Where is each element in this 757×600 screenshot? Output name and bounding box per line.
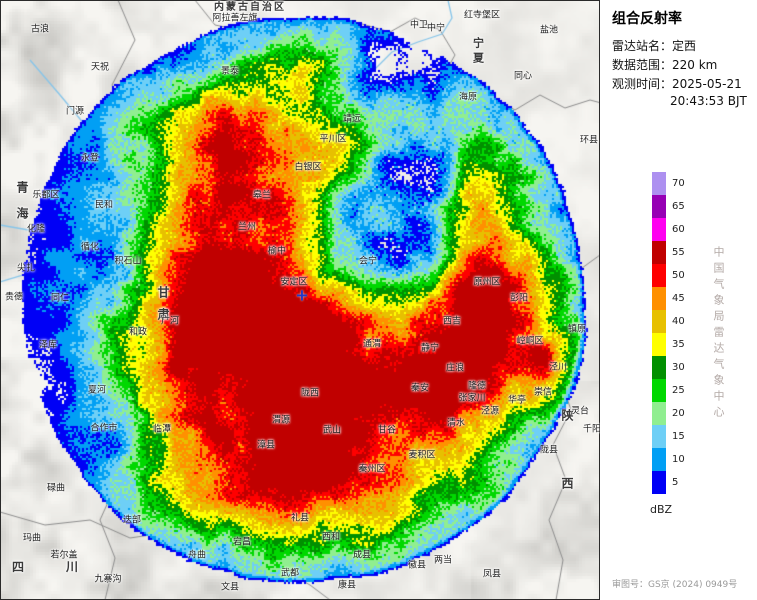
legend-value: 70 bbox=[672, 178, 685, 189]
legend-value: 55 bbox=[672, 247, 685, 258]
legend-value: 25 bbox=[672, 385, 685, 396]
map-approval-number: 审图号：GS京 (2024) 0949号 bbox=[612, 580, 738, 590]
legend-row: 55 bbox=[652, 241, 685, 264]
legend-value: 60 bbox=[672, 224, 685, 235]
legend-row: 60 bbox=[652, 218, 685, 241]
legend-row: 25 bbox=[652, 379, 685, 402]
legend-swatch bbox=[652, 448, 666, 471]
legend-value: 5 bbox=[672, 477, 679, 488]
legend-swatch bbox=[652, 402, 666, 425]
legend-value: 50 bbox=[672, 270, 685, 281]
data-range-label: 数据范围：220 km bbox=[612, 58, 718, 72]
legend-swatch bbox=[652, 356, 666, 379]
legend-swatch bbox=[652, 471, 666, 494]
product-title: 组合反射率 bbox=[612, 11, 682, 27]
legend-row: 15 bbox=[652, 425, 685, 448]
legend-row: 40 bbox=[652, 310, 685, 333]
legend-row: 30 bbox=[652, 356, 685, 379]
legend-value: 10 bbox=[672, 454, 685, 465]
obs-time-label: 观测时间：2025-05-21 bbox=[612, 77, 742, 91]
legend-swatch bbox=[652, 172, 666, 195]
legend-unit-label: dBZ bbox=[650, 503, 673, 516]
legend-value: 40 bbox=[672, 316, 685, 327]
legend-row: 5 bbox=[652, 471, 685, 494]
legend-value: 65 bbox=[672, 201, 685, 212]
legend-row: 20 bbox=[652, 402, 685, 425]
info-panel: 组合反射率 雷达站名：定西 数据范围：220 km 观测时间：2025-05-2… bbox=[600, 0, 757, 600]
legend-row: 35 bbox=[652, 333, 685, 356]
legend-row: 65 bbox=[652, 195, 685, 218]
radar-basemap-canvas bbox=[0, 0, 600, 600]
legend-row: 45 bbox=[652, 287, 685, 310]
radar-map: 内蒙古自治区 宁夏 青海 甘肃 陕西 四川 阿拉善左旗 古浪 天祝 景泰 中卫 中宁 红寺堡区 盐池 同心海… bbox=[0, 0, 601, 600]
legend-swatch bbox=[652, 287, 666, 310]
agency-watermark: 中国气象局雷达气象中心 bbox=[712, 246, 725, 422]
legend-swatch bbox=[652, 310, 666, 333]
legend-value: 30 bbox=[672, 362, 685, 373]
legend-swatch bbox=[652, 241, 666, 264]
legend-swatch bbox=[652, 195, 666, 218]
legend-value: 15 bbox=[672, 431, 685, 442]
legend-row: 70 bbox=[652, 172, 685, 195]
legend-row: 10 bbox=[652, 448, 685, 471]
legend-value: 20 bbox=[672, 408, 685, 419]
legend-swatch bbox=[652, 379, 666, 402]
legend-swatch bbox=[652, 425, 666, 448]
station-name-label: 雷达站名：定西 bbox=[612, 39, 697, 53]
dbz-color-legend: 70 65 60 55 50 45 40 35 30 25 20 15 10 5 bbox=[652, 172, 685, 494]
legend-swatch bbox=[652, 218, 666, 241]
legend-swatch bbox=[652, 264, 666, 287]
obs-time-value: 20:43:53 BJT bbox=[670, 94, 747, 108]
legend-value: 35 bbox=[672, 339, 685, 350]
legend-row: 50 bbox=[652, 264, 685, 287]
legend-swatch bbox=[652, 333, 666, 356]
legend-value: 45 bbox=[672, 293, 685, 304]
